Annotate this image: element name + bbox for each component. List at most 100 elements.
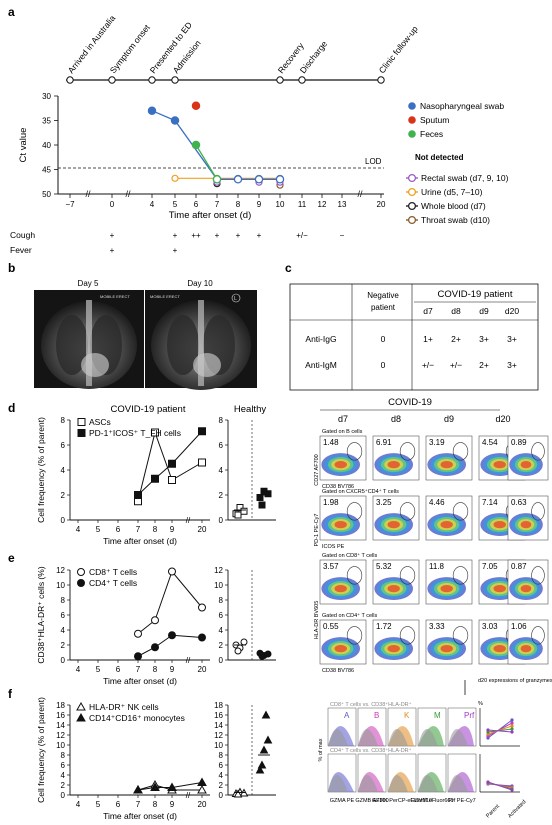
plot-series-line [137, 430, 203, 496]
flow-gate-value: 3.33 [429, 622, 445, 631]
plot-point [133, 784, 143, 794]
panel-d-label: d [8, 401, 15, 415]
healthy-ytick-label: 0 [219, 791, 224, 800]
flow-density [387, 520, 400, 529]
healthy-ytick-label: 0 [219, 656, 224, 665]
symptom-mark: + [173, 246, 178, 255]
histo-ylabel: % of max [318, 738, 324, 761]
legend-label: Feces [420, 129, 443, 139]
flow-density [520, 520, 532, 529]
flow-gate [531, 566, 545, 585]
flow-gate [531, 442, 545, 461]
nd-label: Urine (d5, 7–10) [421, 187, 483, 197]
plot-legend-label: CD4⁺ T cells [89, 578, 137, 588]
healthy-ytick-label: 8 [219, 416, 224, 425]
flow-day-header: d9 [444, 414, 454, 424]
ct-point [191, 140, 201, 150]
event-label: Symptom onset [108, 22, 153, 75]
plot-point [167, 782, 177, 791]
legend-label: Sputum [420, 115, 449, 125]
healthy-point [258, 652, 266, 660]
mini-point [510, 788, 514, 792]
healthy-ytick-label: 4 [219, 626, 224, 635]
healthy-point [234, 511, 242, 519]
ct-xlabel: Time after onset (d) [169, 210, 252, 221]
plot-ytick-label: 6 [61, 761, 66, 770]
flow-density [387, 460, 400, 469]
plot-point [151, 428, 159, 437]
event-marker [148, 76, 156, 84]
xray-day5: MOBILE ERECT [34, 290, 144, 389]
ct-ytick-label: 40 [42, 141, 51, 150]
histo-xlabel: GZMK PerCP-eFluor710 [372, 798, 432, 804]
plot-point [198, 603, 206, 612]
plot-ytick-label: 16 [56, 711, 65, 720]
histo-parent [388, 729, 408, 746]
ct-xtick-label: −7 [65, 200, 75, 209]
healthy-ytick-label: 16 [214, 711, 223, 720]
healthy-point [233, 789, 243, 798]
ct-xtick-label: 7 [215, 200, 220, 209]
ct-point [212, 175, 222, 184]
plot-series-line [137, 430, 203, 502]
flow-gate-value: 1.06 [511, 622, 527, 631]
symptom-name: Fever [10, 245, 32, 255]
mini-xlabel: Activated [507, 799, 527, 819]
flow-gate-value: 7.05 [482, 562, 498, 571]
plot-ytick-label: 12 [56, 566, 65, 575]
plot-point [168, 631, 176, 640]
plot-ytick-label: 2 [61, 641, 66, 650]
table-val: 2+ [451, 334, 461, 344]
plot-ytick-label: 6 [61, 611, 66, 620]
plot-legend-label: CD8⁺ T cells [89, 567, 137, 577]
flow-gate-value: 3.19 [429, 438, 445, 447]
plot-ytick-label: 18 [56, 701, 65, 710]
flow-density [493, 644, 506, 653]
flow-gate-label: Gated on CD8⁺ T cells [322, 552, 378, 559]
not-detected-point [171, 174, 179, 182]
healthy-point [264, 490, 272, 498]
flow-axis-label: CD38 BV786 [322, 668, 354, 674]
ct-series-line [195, 144, 218, 180]
ct-point [147, 106, 157, 115]
flow-gate-value: 1.48 [323, 438, 339, 447]
plot-legend-label: ASCs [89, 417, 111, 427]
flow-title: COVID-19 [388, 397, 432, 408]
plot-xtick-label: 9 [170, 665, 175, 674]
histo-xlabel: GZMA PE [330, 798, 355, 804]
histo-parent [418, 775, 438, 792]
event-marker [276, 76, 284, 84]
plot-series-line [137, 570, 203, 635]
plot-legend-swatch [77, 429, 86, 437]
ct-xtick-label: 4 [150, 200, 155, 209]
table-neg-header-2: patient [371, 303, 396, 312]
flow-gate-value: 4.46 [429, 498, 445, 507]
plot-point [151, 616, 159, 625]
panel-f-label: f [8, 687, 13, 701]
flow-day-header: d7 [338, 414, 348, 424]
healthy-point [255, 765, 265, 774]
flow-density [493, 520, 506, 529]
histo-letter: A [344, 711, 350, 720]
histo-parent [418, 729, 438, 746]
ct-ytick-label: 50 [42, 190, 51, 199]
table-day-header: d9 [479, 306, 489, 316]
event-label: Clinic follow-up [377, 24, 420, 75]
ct-xtick-label: 10 [276, 200, 285, 209]
plot-series-line [137, 634, 203, 657]
legend-label: Nasopharyngeal swab [420, 101, 504, 111]
flow-gate [399, 626, 416, 645]
histogram-grid: d20 expressions of granzymes and perfori… [318, 678, 552, 819]
mini-point [486, 780, 490, 784]
plot-series-line [137, 782, 203, 791]
symptom-mark: + [257, 231, 262, 240]
plot-point [168, 567, 176, 576]
nd-label: Rectal swab (d7, 9, 10) [421, 173, 509, 183]
flow-gate-value: 3.25 [376, 498, 392, 507]
plot-legend-swatch [77, 568, 85, 576]
xray-day10: MOBILE ERECT L [145, 290, 257, 390]
flow-gate [346, 502, 363, 521]
